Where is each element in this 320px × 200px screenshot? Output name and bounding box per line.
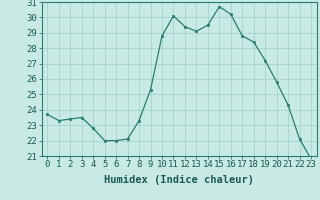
- X-axis label: Humidex (Indice chaleur): Humidex (Indice chaleur): [104, 175, 254, 185]
